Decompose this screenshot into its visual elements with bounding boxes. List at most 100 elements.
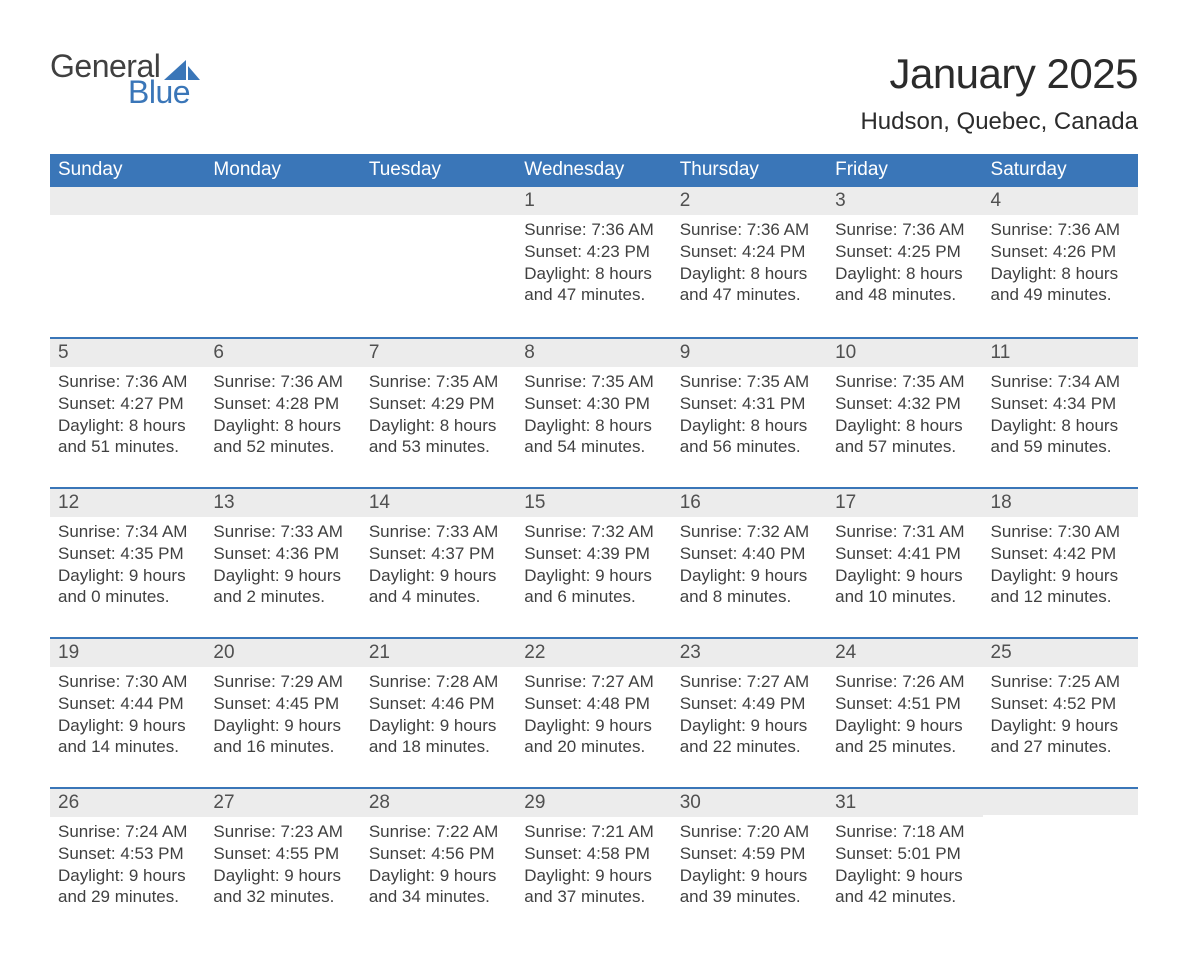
- sunset-text: Sunset: 4:51 PM: [835, 693, 974, 715]
- sunrise-text: Sunrise: 7:35 AM: [524, 371, 663, 393]
- calendar-day-cell: 28Sunrise: 7:22 AMSunset: 4:56 PMDayligh…: [361, 787, 516, 937]
- sunset-text: Sunset: 4:23 PM: [524, 241, 663, 263]
- daylight-text: Daylight: 9 hours and 2 minutes.: [213, 565, 352, 609]
- weekday-header: Tuesday: [361, 154, 516, 187]
- day-number: 6: [205, 337, 360, 367]
- calendar-day-cell: 3Sunrise: 7:36 AMSunset: 4:25 PMDaylight…: [827, 187, 982, 337]
- calendar-week-row: 1 Sunrise: 7:36 AM Sunset: 4:23 PM Daylight…: [50, 187, 1138, 337]
- sunset-text: Sunset: 5:01 PM: [835, 843, 974, 865]
- calendar-day-cell: 27Sunrise: 7:23 AMSunset: 4:55 PMDayligh…: [205, 787, 360, 937]
- calendar-day-cell: 11Sunrise: 7:34 AMSunset: 4:34 PMDayligh…: [983, 337, 1138, 487]
- day-number: 15: [516, 487, 671, 517]
- calendar-day-cell: 15Sunrise: 7:32 AMSunset: 4:39 PMDayligh…: [516, 487, 671, 637]
- calendar-day-cell: 9Sunrise: 7:35 AMSunset: 4:31 PMDaylight…: [672, 337, 827, 487]
- daylight-text: Daylight: 9 hours and 20 minutes.: [524, 715, 663, 759]
- sunrise-text: Sunrise: 7:36 AM: [680, 219, 819, 241]
- day-number-empty: [983, 787, 1138, 815]
- calendar-day-cell: 1Sunrise: 7:36 AMSunset: 4:23 PMDaylight…: [516, 187, 671, 337]
- daylight-text: Daylight: 9 hours and 6 minutes.: [524, 565, 663, 609]
- daylight-text: Daylight: 9 hours and 14 minutes.: [58, 715, 197, 759]
- sunrise-text: Sunrise: 7:25 AM: [991, 671, 1130, 693]
- calendar-day-cell: 19Sunrise: 7:30 AMSunset: 4:44 PMDayligh…: [50, 637, 205, 787]
- sunrise-text: Sunrise: 7:21 AM: [524, 821, 663, 843]
- day-number: 3: [827, 187, 982, 215]
- daylight-text: Daylight: 9 hours and 42 minutes.: [835, 865, 974, 909]
- sunset-text: Sunset: 4:24 PM: [680, 241, 819, 263]
- weekday-header: Sunday: [50, 154, 205, 187]
- sunrise-text: Sunrise: 7:34 AM: [58, 521, 197, 543]
- day-number: 25: [983, 637, 1138, 667]
- day-number: 1: [516, 187, 671, 215]
- day-number: 19: [50, 637, 205, 667]
- calendar-day-cell: [983, 787, 1138, 937]
- sunrise-text: Sunrise: 7:31 AM: [835, 521, 974, 543]
- daylight-text: Daylight: 9 hours and 22 minutes.: [680, 715, 819, 759]
- day-number: 8: [516, 337, 671, 367]
- day-number: 5: [50, 337, 205, 367]
- sunset-text: Sunset: 4:55 PM: [213, 843, 352, 865]
- calendar-page: General Blue January 2025 Hudson, Quebec…: [0, 0, 1188, 977]
- day-details: Sunrise: 7:36 AMSunset: 4:28 PMDaylight:…: [205, 367, 360, 458]
- location-subtitle: Hudson, Quebec, Canada: [860, 108, 1138, 136]
- calendar-day-cell: 17Sunrise: 7:31 AMSunset: 4:41 PMDayligh…: [827, 487, 982, 637]
- calendar-day-cell: 14Sunrise: 7:33 AMSunset: 4:37 PMDayligh…: [361, 487, 516, 637]
- calendar-day-cell: 4Sunrise: 7:36 AMSunset: 4:26 PMDaylight…: [983, 187, 1138, 337]
- calendar-day-cell: 10Sunrise: 7:35 AMSunset: 4:32 PMDayligh…: [827, 337, 982, 487]
- calendar-table: Sunday Monday Tuesday Wednesday Thursday…: [50, 154, 1138, 937]
- day-details: Sunrise: 7:28 AMSunset: 4:46 PMDaylight:…: [361, 667, 516, 758]
- calendar-day-cell: 20Sunrise: 7:29 AMSunset: 4:45 PMDayligh…: [205, 637, 360, 787]
- day-number: 21: [361, 637, 516, 667]
- sunrise-text: Sunrise: 7:33 AM: [213, 521, 352, 543]
- calendar-day-cell: 5Sunrise: 7:36 AMSunset: 4:27 PMDaylight…: [50, 337, 205, 487]
- weekday-header: Saturday: [983, 154, 1138, 187]
- sunset-text: Sunset: 4:59 PM: [680, 843, 819, 865]
- sunrise-text: Sunrise: 7:30 AM: [58, 671, 197, 693]
- daylight-text: Daylight: 9 hours and 10 minutes.: [835, 565, 974, 609]
- daylight-text: Daylight: 8 hours and 52 minutes.: [213, 415, 352, 459]
- daylight-text: Daylight: 8 hours and 49 minutes.: [991, 263, 1130, 307]
- day-details: Sunrise: 7:32 AMSunset: 4:39 PMDaylight:…: [516, 517, 671, 608]
- day-details: Sunrise: 7:36 AMSunset: 4:27 PMDaylight:…: [50, 367, 205, 458]
- sunset-text: Sunset: 4:44 PM: [58, 693, 197, 715]
- day-details: Sunrise: 7:36 AMSunset: 4:24 PMDaylight:…: [672, 215, 827, 306]
- day-number: 22: [516, 637, 671, 667]
- day-details: Sunrise: 7:30 AMSunset: 4:44 PMDaylight:…: [50, 667, 205, 758]
- daylight-text: Daylight: 8 hours and 56 minutes.: [680, 415, 819, 459]
- sunset-text: Sunset: 4:28 PM: [213, 393, 352, 415]
- calendar-day-cell: 29Sunrise: 7:21 AMSunset: 4:58 PMDayligh…: [516, 787, 671, 937]
- sunrise-text: Sunrise: 7:35 AM: [680, 371, 819, 393]
- calendar-day-cell: [361, 187, 516, 337]
- sunrise-text: Sunrise: 7:35 AM: [835, 371, 974, 393]
- day-details: Sunrise: 7:27 AMSunset: 4:48 PMDaylight:…: [516, 667, 671, 758]
- sunset-text: Sunset: 4:32 PM: [835, 393, 974, 415]
- day-details: Sunrise: 7:35 AMSunset: 4:31 PMDaylight:…: [672, 367, 827, 458]
- day-number: 23: [672, 637, 827, 667]
- sunset-text: Sunset: 4:41 PM: [835, 543, 974, 565]
- day-details: Sunrise: 7:31 AMSunset: 4:41 PMDaylight:…: [827, 517, 982, 608]
- calendar-day-cell: [205, 187, 360, 337]
- daylight-text: Daylight: 9 hours and 18 minutes.: [369, 715, 508, 759]
- sunrise-text: Sunrise: 7:20 AM: [680, 821, 819, 843]
- day-number: 2: [672, 187, 827, 215]
- day-number: 29: [516, 787, 671, 817]
- calendar-week-row: 12Sunrise: 7:34 AMSunset: 4:35 PMDayligh…: [50, 487, 1138, 637]
- sunrise-text: Sunrise: 7:32 AM: [680, 521, 819, 543]
- daylight-text: Daylight: 9 hours and 29 minutes.: [58, 865, 197, 909]
- sunset-text: Sunset: 4:56 PM: [369, 843, 508, 865]
- sunrise-text: Sunrise: 7:23 AM: [213, 821, 352, 843]
- sunrise-text: Sunrise: 7:28 AM: [369, 671, 508, 693]
- day-details: Sunrise: 7:35 AMSunset: 4:29 PMDaylight:…: [361, 367, 516, 458]
- sunset-text: Sunset: 4:35 PM: [58, 543, 197, 565]
- calendar-day-cell: 2Sunrise: 7:36 AMSunset: 4:24 PMDaylight…: [672, 187, 827, 337]
- daylight-text: Daylight: 9 hours and 12 minutes.: [991, 565, 1130, 609]
- sunset-text: Sunset: 4:42 PM: [991, 543, 1130, 565]
- day-details: Sunrise: 7:35 AMSunset: 4:32 PMDaylight:…: [827, 367, 982, 458]
- weekday-header: Friday: [827, 154, 982, 187]
- daylight-text: Daylight: 8 hours and 47 minutes.: [680, 263, 819, 307]
- daylight-text: Daylight: 9 hours and 34 minutes.: [369, 865, 508, 909]
- calendar-day-cell: 26Sunrise: 7:24 AMSunset: 4:53 PMDayligh…: [50, 787, 205, 937]
- sunrise-text: Sunrise: 7:18 AM: [835, 821, 974, 843]
- daylight-text: Daylight: 9 hours and 25 minutes.: [835, 715, 974, 759]
- daylight-text: Daylight: 9 hours and 27 minutes.: [991, 715, 1130, 759]
- day-details: Sunrise: 7:23 AMSunset: 4:55 PMDaylight:…: [205, 817, 360, 908]
